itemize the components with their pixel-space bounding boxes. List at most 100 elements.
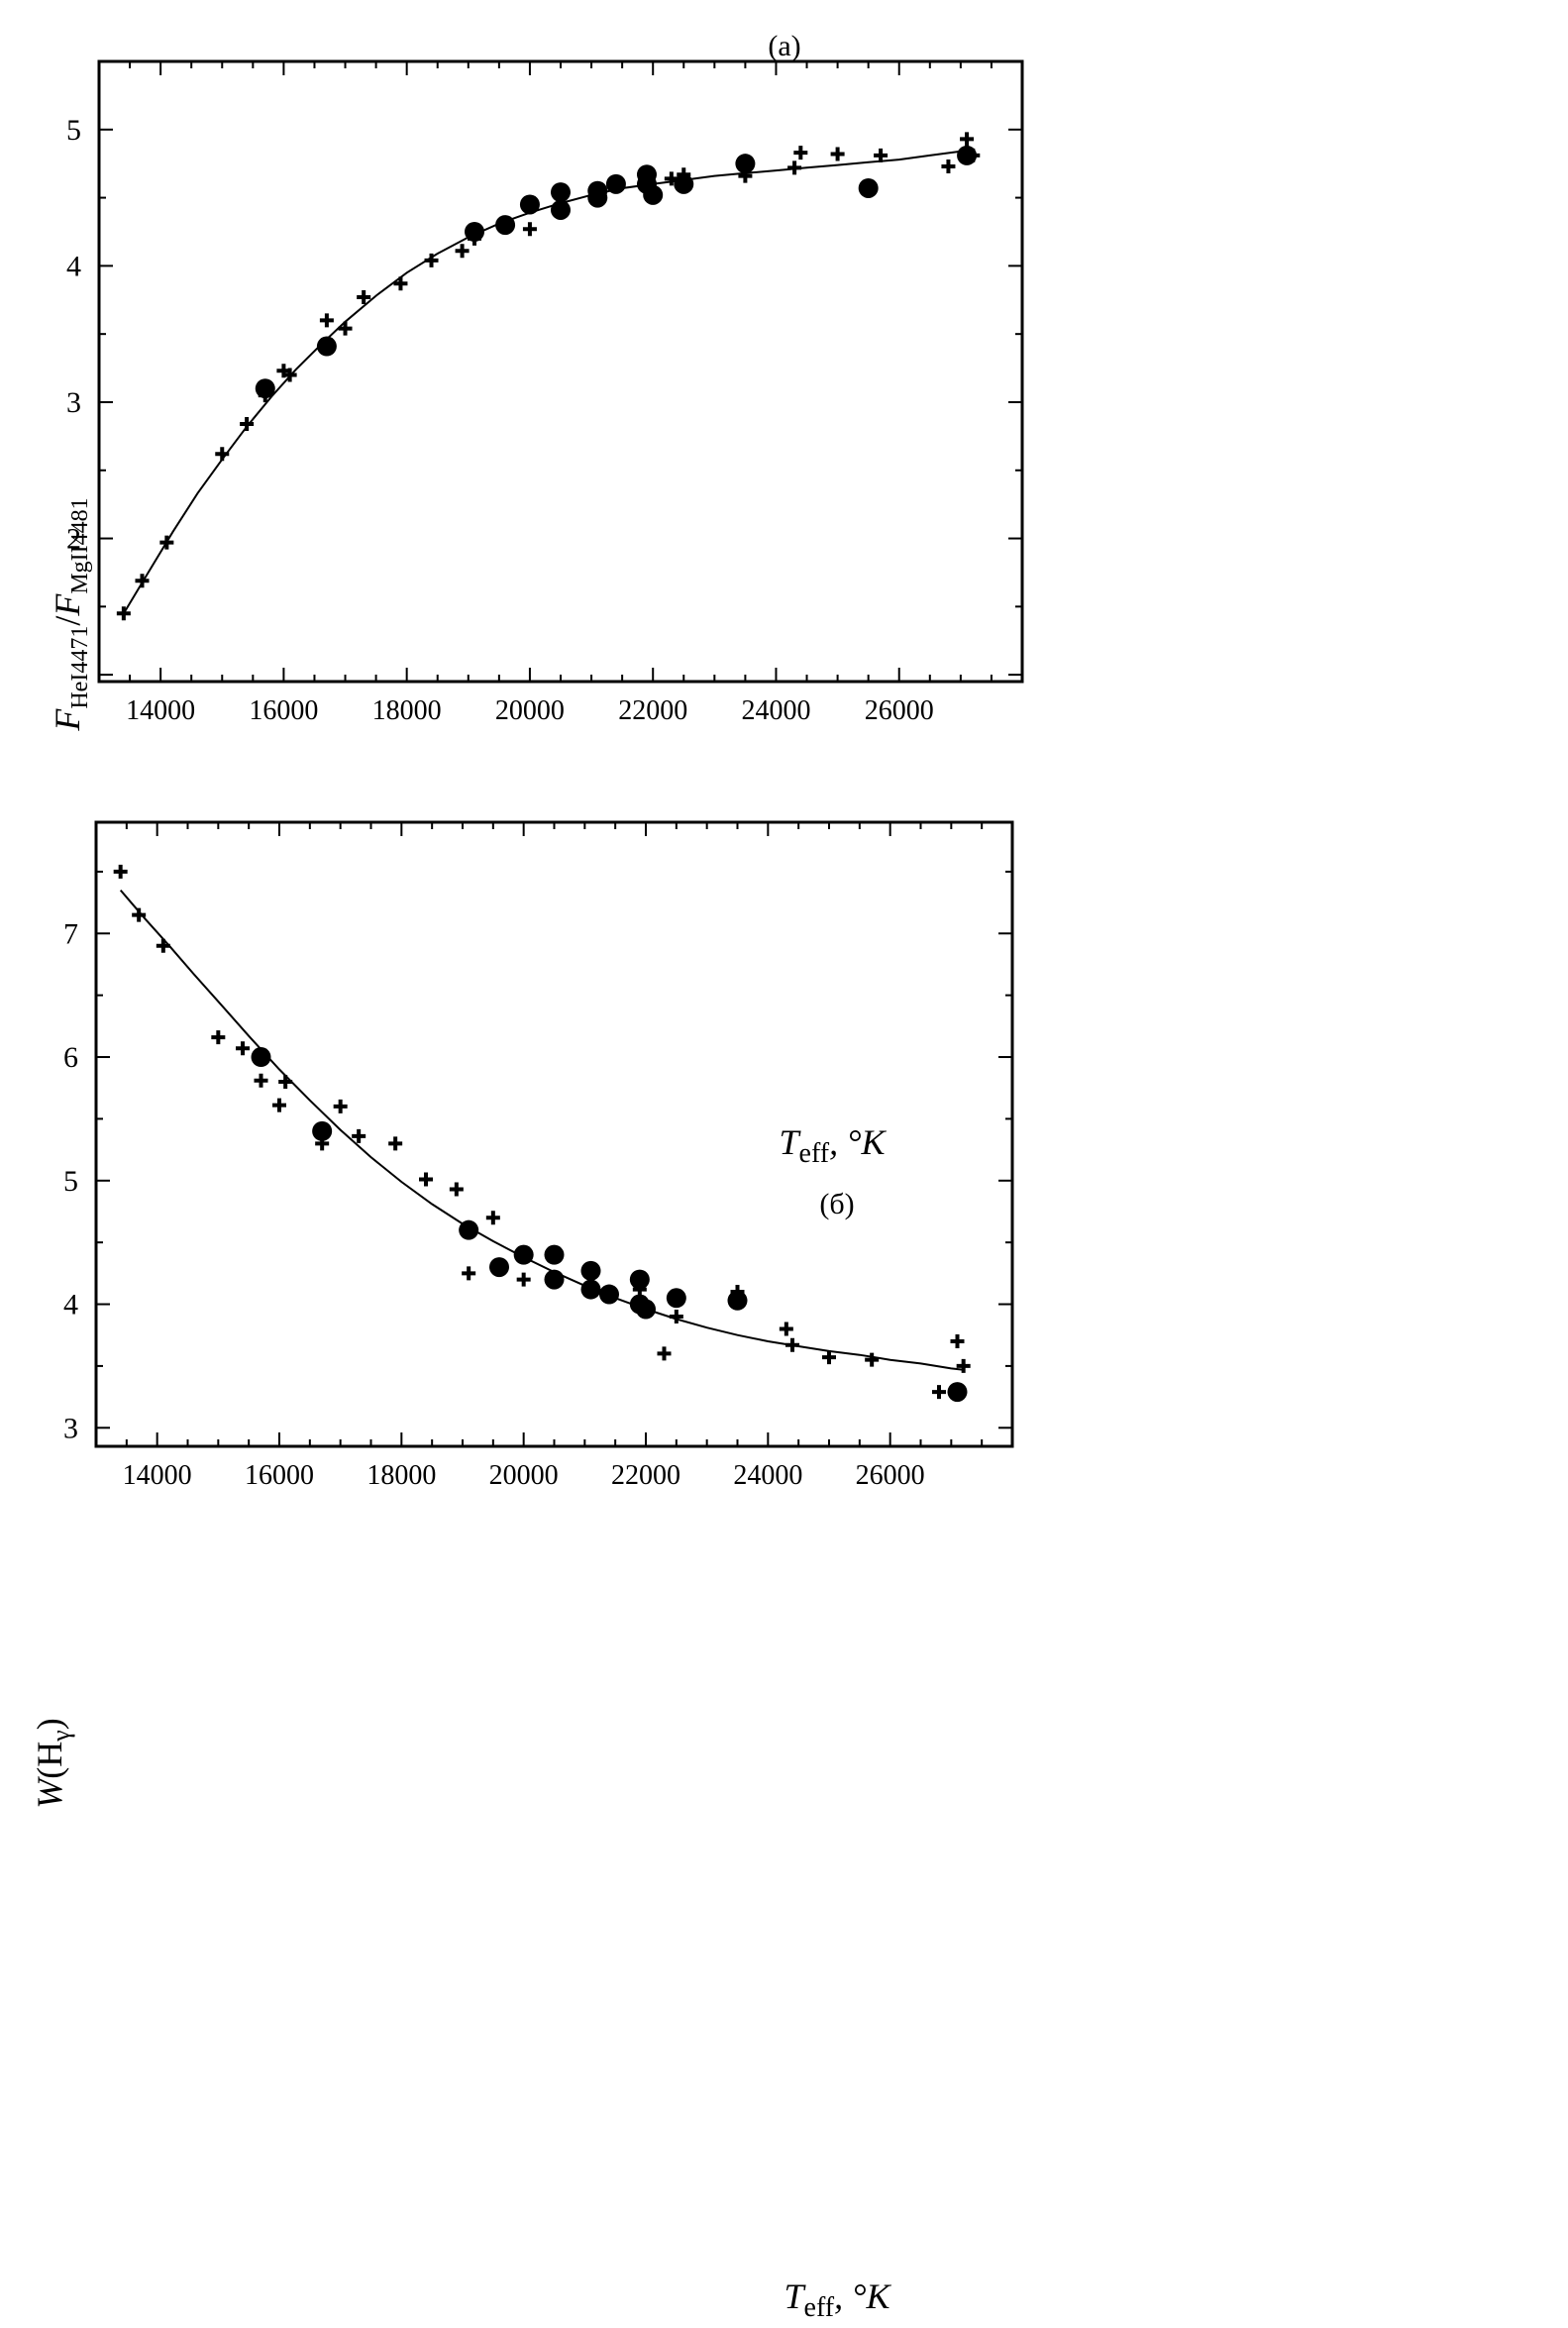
panel-a-x-axis-label: Teff, °K [779,1122,887,1169]
cross-point [215,447,230,462]
x-label-main: T [784,2276,806,2316]
circle-point [735,154,756,174]
y-tick-label: 3 [63,1412,78,1444]
cross-point [159,535,174,550]
y-label-s2: MgII4481 [67,497,93,593]
cross-point [254,1073,268,1088]
circle-point [255,378,275,399]
circle-point [544,1269,565,1290]
y-tick-label: 4 [66,250,81,282]
cross-point [865,1352,880,1367]
cross-point [830,147,845,161]
circle-point [251,1047,271,1068]
y-label-s1: γ [47,1730,75,1743]
y-label-p1: W [30,1776,69,1809]
x-tick-label: 20000 [489,1460,559,1491]
cross-point [787,160,802,175]
cross-point [950,1333,965,1348]
circle-point [674,173,694,194]
circle-point [587,187,608,208]
cross-point [352,1128,366,1143]
x-label-suffix: , °K [834,2276,891,2316]
circle-point [495,215,516,236]
x-tick-label: 18000 [366,1460,436,1491]
fit-curve [119,889,964,1371]
panel-b-y-axis-label: W(Hγ) [30,1718,75,1809]
y-tick-label: 5 [66,114,81,147]
cross-point [449,1182,464,1197]
cross-point [338,321,353,336]
x-tick-label: 26000 [865,695,934,726]
x-tick-label: 16000 [249,695,318,726]
y-label-s1: HeI4471 [67,626,93,709]
cross-point [822,1350,836,1365]
circle-point [947,1382,968,1403]
cross-point [236,1041,250,1056]
circle-point [580,1279,601,1300]
circle-point [629,1269,650,1290]
x-tick-label: 22000 [618,695,687,726]
y-tick-label: 4 [63,1289,78,1322]
x-tick-label: 24000 [733,1460,802,1491]
y-label-p3: ) [30,1718,69,1730]
circle-point [957,145,978,165]
cross-point [132,907,147,922]
cross-point [240,416,255,431]
y-tick-label: 7 [63,917,78,950]
circle-point [465,221,485,242]
y-label-p2: / [48,616,87,626]
y-tick-label: 2 [66,523,81,556]
cross-point [156,938,170,953]
circle-point [312,1120,333,1141]
x-tick-label: 16000 [245,1460,314,1491]
chart-panel-b: (б) Teff, °K W(Hγ) 14000 16000 18000 20000 2… [30,820,1014,2323]
circle-point [513,1244,534,1265]
x-tick-label: 20000 [495,695,565,726]
cross-point [779,1322,793,1336]
cross-point [455,244,470,259]
x-tick-label: 18000 [372,695,442,726]
circle-point [599,1284,619,1305]
circle-point [551,199,571,220]
panel-b-x-axis-label: Teff, °K [784,2276,891,2323]
x-tick-label: 26000 [856,1460,925,1491]
cross-point [272,1098,286,1112]
circle-point [666,1288,686,1309]
y-label-p2: (H [30,1742,69,1779]
cross-point [333,1099,348,1113]
circle-point [858,177,879,198]
cross-point [393,276,408,291]
y-label-p1: F [48,708,87,732]
cross-point [462,1266,476,1281]
circle-point [459,1219,479,1240]
panel-b-label: (б) [819,1188,854,1220]
cross-point [657,1346,672,1361]
cross-point [319,313,334,328]
y-label-p3: F [48,593,87,617]
circle-point [544,1244,565,1265]
chart-panel-a: (a) Teff, °K FHeI4471/FMgII4481 14000 160… [48,30,1024,1169]
y-tick-label: 5 [63,1165,78,1198]
cross-point [113,864,128,879]
panel-a-y-axis-label: FHeI4471/FMgII4481 [48,497,93,731]
fit-curve [123,148,974,614]
x-tick-label: 22000 [611,1460,680,1491]
cross-point [516,1272,531,1287]
circle-point [551,182,571,203]
cross-point [874,148,889,162]
circle-point [727,1290,748,1311]
x-label-sub: eff [799,1138,830,1169]
circle-point [605,173,626,194]
cross-point [669,1310,683,1324]
cross-point [960,132,975,147]
y-tick-label: 3 [66,386,81,419]
cross-point [485,1211,500,1225]
x-tick-label: 14000 [126,695,195,726]
x-tick-label: 14000 [123,1460,192,1491]
x-label-suffix: , °K [829,1122,887,1162]
circle-point [519,194,540,215]
cross-point [956,1358,971,1373]
circle-point [636,1299,656,1320]
circle-point [580,1260,601,1281]
cross-point [522,222,537,237]
